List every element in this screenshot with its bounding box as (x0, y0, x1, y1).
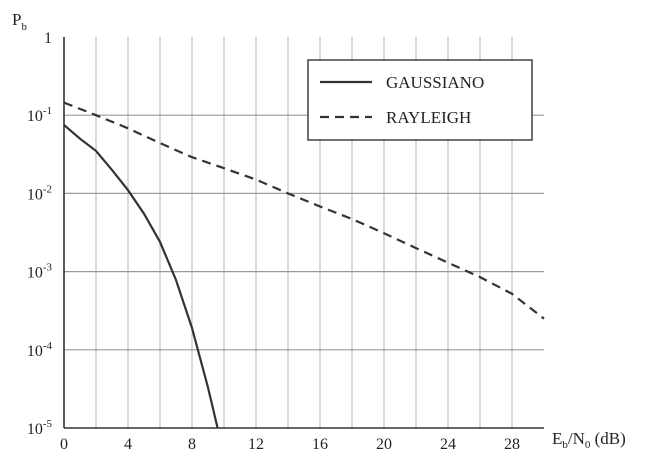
x-axis-title-mid: /N (568, 429, 585, 448)
series-layer (63, 101, 545, 429)
y-axis-title-main: P (12, 10, 21, 29)
x-axis-title-unit: (dB) (590, 429, 625, 448)
x-tick-label: 12 (248, 436, 264, 453)
y-tick-label: 10-5 (27, 418, 53, 438)
legend-label-gaussiano: GAUSSIANO (386, 73, 484, 92)
legend-label-rayleigh: RAYLEIGH (386, 108, 471, 127)
y-tick-label: 10-2 (27, 183, 52, 203)
y-tick-label: 10-4 (27, 340, 53, 360)
x-tick-label: 24 (440, 436, 456, 453)
y-tick-label: 10-3 (27, 262, 53, 282)
y-axis-title-sub: b (21, 21, 27, 33)
x-axis-title-sub2: 0 (585, 439, 591, 451)
x-tick-label: 20 (376, 436, 392, 453)
x-tick-labels: 0 4 8 12 16 20 24 28 (60, 436, 520, 453)
y-tick-label: 10-1 (27, 105, 52, 125)
x-tick-label: 8 (188, 436, 196, 453)
x-tick-label: 0 (60, 436, 68, 453)
series-line-gaussiano (63, 124, 219, 429)
plot-frame (63, 37, 544, 429)
series-line-rayleigh (63, 101, 545, 320)
legend-box (307, 59, 533, 141)
y-tick-label: 1 (44, 30, 52, 47)
y-tick-labels: 1 10-1 10-2 10-3 10-4 10-5 (27, 30, 53, 438)
x-axis-title: Eb/N0 (dB) (552, 429, 626, 451)
x-tick-label: 4 (124, 436, 132, 453)
x-axis-title-sub1: b (562, 439, 568, 451)
x-tick-label: 16 (312, 436, 328, 453)
legend: GAUSSIANO RAYLEIGH (307, 59, 533, 141)
x-tick-label: 28 (504, 436, 520, 453)
x-axis-title-main: E (552, 429, 562, 448)
y-axis-title: Pb (12, 10, 27, 33)
